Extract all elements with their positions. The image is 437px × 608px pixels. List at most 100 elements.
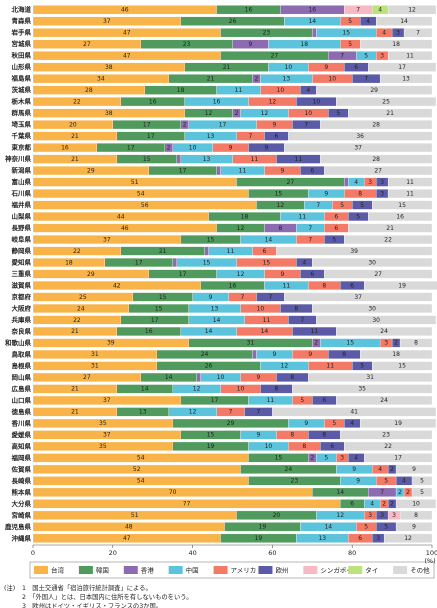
value-label: 7 (356, 7, 360, 14)
value-label: 11 (406, 179, 414, 186)
value-label: 16 (308, 7, 316, 14)
bar-segment (395, 522, 433, 532)
value-label: 12 (189, 409, 197, 416)
value-label: 10 (189, 144, 197, 151)
value-label: 9 (412, 524, 416, 531)
bar-segment (336, 97, 437, 107)
value-label: 37 (103, 18, 111, 25)
value-label: 5 (300, 397, 304, 404)
value-label: 14 (308, 18, 316, 25)
bar-segment (320, 120, 433, 130)
value-label: 5 (332, 420, 336, 427)
x-tick-label: 0 (31, 549, 35, 557)
value-label: 26 (205, 363, 213, 370)
legend-box (29, 561, 435, 579)
value-label: 23 (291, 478, 299, 485)
bar-segment (399, 510, 433, 520)
y-tick-label: 千葉県 (12, 131, 32, 140)
bar-segment (312, 28, 317, 38)
value-label: 31 (247, 340, 255, 347)
value-label: 9 (257, 432, 261, 439)
value-label: 7 (229, 409, 233, 416)
value-label: 7 (300, 317, 304, 324)
bar-segment (204, 246, 209, 256)
value-label: 2 (167, 144, 171, 151)
bar-segment (348, 108, 433, 118)
bar-segment (348, 223, 433, 233)
bar-segment (336, 395, 433, 405)
y-tick-label: 滋賀県 (12, 280, 32, 289)
value-label: 19 (255, 535, 263, 542)
value-label: 5 (360, 363, 364, 370)
value-label: 4 (402, 478, 406, 485)
value-label: 51 (131, 179, 139, 186)
legend-label: シンガポール (320, 566, 360, 575)
y-tick-label: 福岡県 (11, 453, 32, 462)
value-label: 9 (280, 271, 284, 278)
value-label: 15 (275, 190, 283, 197)
value-label: 22 (73, 317, 81, 324)
bar-segment (272, 407, 437, 417)
x-tick-label: 100 (426, 549, 437, 557)
y-tick-label: 奈良県 (11, 326, 32, 335)
value-label: 6 (358, 535, 362, 542)
value-label: 29 (87, 271, 95, 278)
bar-segment (344, 177, 349, 187)
value-label: 12 (237, 271, 245, 278)
value-label: 4 (350, 420, 354, 427)
value-label: 11 (263, 317, 271, 324)
bar-segment (411, 487, 433, 497)
y-tick-label: 長野県 (12, 223, 32, 232)
value-label: 13 (283, 75, 291, 82)
value-label: 12 (269, 98, 277, 105)
value-label: 14 (336, 489, 344, 496)
value-label: 6 (350, 282, 354, 289)
legend-swatch (34, 566, 48, 574)
value-label: 17 (151, 317, 159, 324)
value-label: 3 (380, 179, 384, 186)
value-label: 22 (384, 443, 392, 450)
bar-segment (399, 338, 433, 348)
value-label: 8 (358, 190, 362, 197)
value-label: 17 (219, 121, 227, 128)
value-label: 5 (360, 202, 364, 209)
value-label: 77 (183, 501, 191, 508)
value-label: 10 (217, 374, 225, 381)
bar-segment (176, 154, 181, 164)
bar-segment (284, 292, 433, 302)
value-label: 8 (414, 512, 418, 519)
value-label: 3 (368, 512, 372, 519)
bar-segment (292, 384, 433, 394)
value-label: 9 (280, 167, 284, 174)
value-label: 9 (272, 351, 276, 358)
value-label: 54 (137, 478, 145, 485)
y-tick-label: 山梨県 (12, 212, 32, 221)
y-tick-label: 東京都 (12, 143, 32, 152)
value-label: 12 (193, 386, 201, 393)
value-label: 2 (310, 455, 314, 462)
bar-segment (387, 5, 437, 15)
bar-segment (284, 143, 433, 153)
bar-segment (340, 430, 433, 440)
value-label: 15 (207, 432, 215, 439)
value-label: 5 (384, 524, 388, 531)
bar-segment (320, 154, 433, 164)
value-label: 11 (235, 87, 243, 94)
value-label: 15 (159, 294, 167, 301)
x-tick-label: 40 (188, 549, 196, 557)
value-label: 36 (356, 133, 364, 140)
x-tick-label: 80 (348, 549, 356, 557)
y-tick-label: 神奈川県 (5, 154, 32, 163)
y-tick-label: 茨城県 (12, 85, 32, 94)
value-label: 5 (364, 524, 368, 531)
value-label: 10 (328, 75, 336, 82)
legend-swatch (168, 566, 183, 574)
value-label: 19 (394, 420, 402, 427)
y-tick-label: 栃木県 (12, 97, 32, 106)
bar-segment (316, 85, 433, 95)
y-tick-label: 山形県 (12, 62, 32, 71)
value-label: 5 (336, 110, 340, 117)
value-label: 6 (350, 501, 354, 508)
value-label: 14 (141, 386, 149, 393)
value-label: 24 (380, 397, 388, 404)
